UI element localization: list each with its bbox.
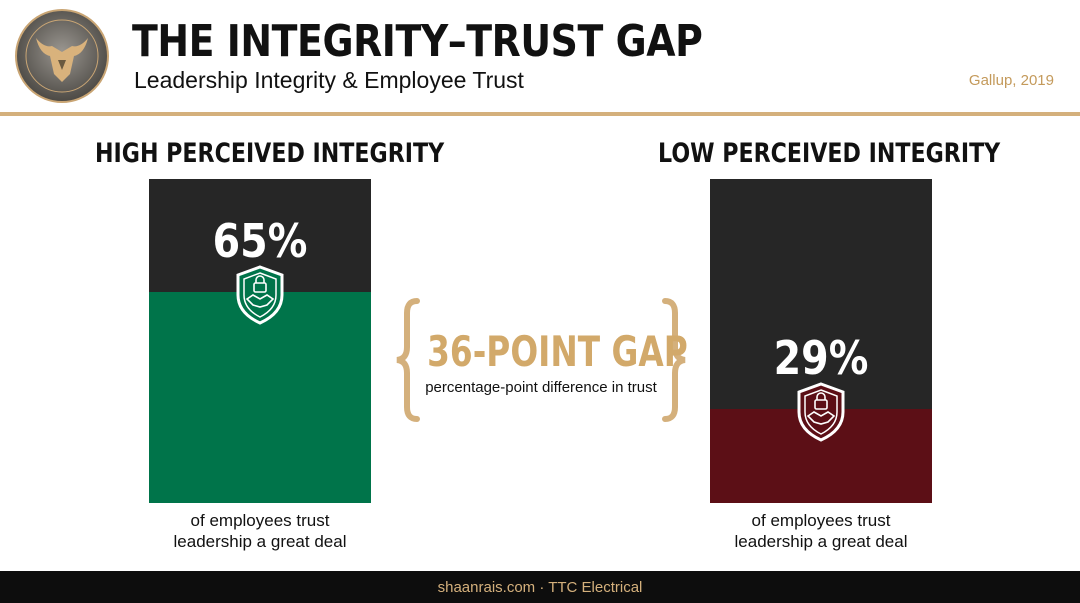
caption-line: leadership a great deal — [734, 532, 908, 551]
caption-line: of employees trust — [190, 511, 330, 530]
high-integrity-caption: of employees trust leadership a great de… — [110, 510, 410, 552]
caption-line: of employees trust — [751, 511, 891, 530]
high-integrity-value: 65% — [212, 214, 308, 268]
header-divider — [0, 112, 1080, 116]
source-label: Gallup, 2019 — [968, 72, 1054, 89]
high-integrity-fill — [149, 292, 371, 503]
high-integrity-title: HIGH PERCEIVED INTEGRITY — [95, 138, 445, 169]
shield-handshake-icon — [236, 265, 284, 325]
bull-logo-icon — [15, 9, 109, 103]
gap-title: 36-POINT GAP — [427, 327, 688, 376]
shield-handshake-icon — [797, 382, 845, 442]
page-title: THE INTEGRITY–TRUST GAP — [132, 16, 703, 67]
gap-annotation: 36-POINT GAP percentage-point difference… — [395, 297, 688, 423]
brace-icon — [396, 298, 686, 422]
caption-line: leadership a great deal — [173, 532, 347, 551]
footer-text: shaanrais.com · TTC Electrical — [437, 579, 643, 596]
gap-subtitle: percentage-point difference in trust — [425, 379, 657, 396]
high-integrity-bar — [149, 179, 371, 503]
footer: shaanrais.com · TTC Electrical — [0, 571, 1080, 603]
page-subtitle: Leadership Integrity & Employee Trust — [134, 67, 524, 93]
low-integrity-title: LOW PERCEIVED INTEGRITY — [658, 138, 1001, 169]
low-integrity-caption: of employees trust leadership a great de… — [671, 510, 971, 552]
header: THE INTEGRITY–TRUST GAP Leadership Integ… — [0, 0, 1080, 112]
low-integrity-bar — [710, 179, 932, 503]
low-integrity-value: 29% — [773, 331, 869, 385]
